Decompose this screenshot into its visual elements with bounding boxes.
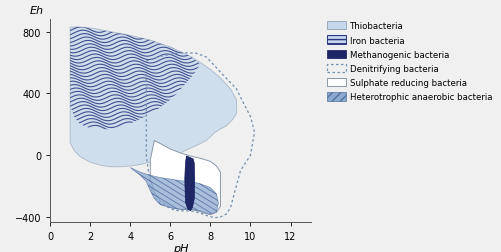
Polygon shape	[150, 141, 220, 215]
Legend: Thiobacteria, Iron bacteria, Methanogenic bacteria, Denitrifying bacteria, Sulph: Thiobacteria, Iron bacteria, Methanogeni…	[325, 20, 494, 104]
Polygon shape	[130, 168, 218, 214]
Text: Eh: Eh	[29, 6, 43, 16]
Polygon shape	[185, 156, 195, 211]
Polygon shape	[70, 28, 236, 167]
X-axis label: pH: pH	[173, 243, 188, 252]
